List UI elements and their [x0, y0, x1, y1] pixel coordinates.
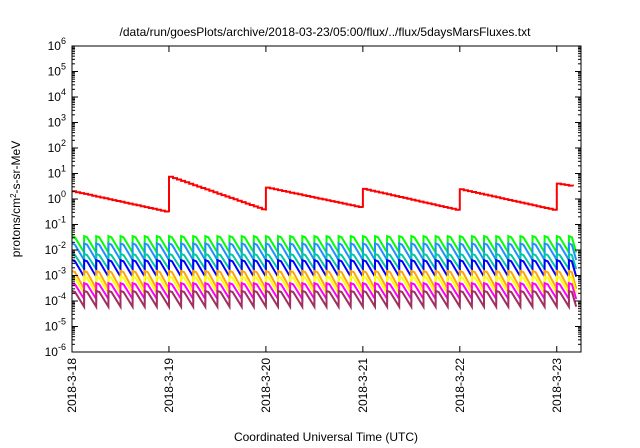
y-tick-label-exp: 1 — [61, 164, 66, 174]
y-tick-label-base: 10 — [48, 39, 62, 53]
y-tick-label-exp: -3 — [58, 266, 66, 276]
y-tick-label-exp: -1 — [58, 215, 66, 225]
y-axis-title-rest: -s-sr-MeV — [9, 141, 23, 194]
x-tick-label: 2018-3-21 — [356, 358, 370, 413]
y-tick-label-exp: -4 — [58, 291, 66, 301]
y-tick-label-base: 10 — [48, 141, 62, 155]
y-tick-label-base: 10 — [48, 192, 62, 206]
y-tick-label-base: 10 — [45, 243, 59, 257]
x-tick-label: 2018-3-23 — [550, 358, 564, 413]
y-tick-label-exp: -6 — [58, 342, 66, 352]
y-tick-label-exp: 2 — [61, 138, 66, 148]
x-tick-label: 2018-3-18 — [65, 358, 79, 413]
y-axis-title-sup: 2 — [9, 193, 18, 198]
y-tick-label: 101 — [48, 164, 66, 181]
y-tick-label: 103 — [48, 113, 66, 130]
y-tick-label-base: 10 — [45, 320, 59, 334]
y-tick-label-exp: 5 — [61, 62, 66, 72]
y-tick-label: 105 — [48, 62, 66, 79]
y-tick-label-base: 10 — [45, 269, 59, 283]
y-tick-label-exp: 6 — [61, 36, 66, 46]
series-layer — [71, 175, 578, 311]
y-tick-label: 10-6 — [45, 342, 66, 359]
y-tick-label-exp: -2 — [58, 240, 66, 250]
y-axis: 10-610-510-410-310-210-11001011021031041… — [45, 36, 581, 359]
y-tick-label: 106 — [48, 36, 66, 53]
y-axis-title-base: protons/cm — [9, 198, 23, 257]
y-tick-label-base: 10 — [48, 90, 62, 104]
y-tick-label-base: 10 — [45, 218, 59, 232]
y-tick-label-base: 10 — [48, 167, 62, 181]
x-axis: 2018-3-18 2018-3-19 2018-3-20 2018-3-21 2018… — [65, 46, 564, 413]
y-tick-label-exp: 3 — [61, 113, 66, 123]
y-tick-label: 10-5 — [45, 317, 66, 334]
y-tick-label-base: 10 — [45, 294, 59, 308]
y-tick-label: 102 — [48, 138, 66, 155]
y-tick-label-base: 10 — [45, 345, 59, 359]
y-tick-label-base: 10 — [48, 116, 62, 130]
y-tick-label: 104 — [48, 87, 66, 104]
y-tick-label: 100 — [48, 189, 66, 206]
y-tick-label-exp: 4 — [61, 87, 66, 97]
y-tick-label-base: 10 — [48, 65, 62, 79]
y-tick-label: 10-4 — [45, 291, 66, 308]
x-axis-title: Coordinated Universal Time (UTC) — [234, 430, 418, 444]
x-tick-label: 2018-3-20 — [259, 358, 273, 413]
x-tick-label: 2018-3-22 — [453, 358, 467, 413]
y-tick-label: 10-3 — [45, 266, 66, 283]
series-line-0 — [72, 175, 574, 213]
y-tick-label-exp: 0 — [61, 189, 66, 199]
y-tick-label: 10-1 — [45, 215, 66, 232]
y-tick-label: 10-2 — [45, 240, 66, 257]
x-tick-label: 2018-3-19 — [162, 358, 176, 413]
series-line-8 — [71, 289, 578, 311]
y-axis-title: protons/cm2-s-sr-MeV — [9, 141, 24, 257]
y-tick-label-exp: -5 — [58, 317, 66, 327]
chart-title: /data/run/goesPlots/archive/2018-03-23/0… — [120, 25, 532, 39]
